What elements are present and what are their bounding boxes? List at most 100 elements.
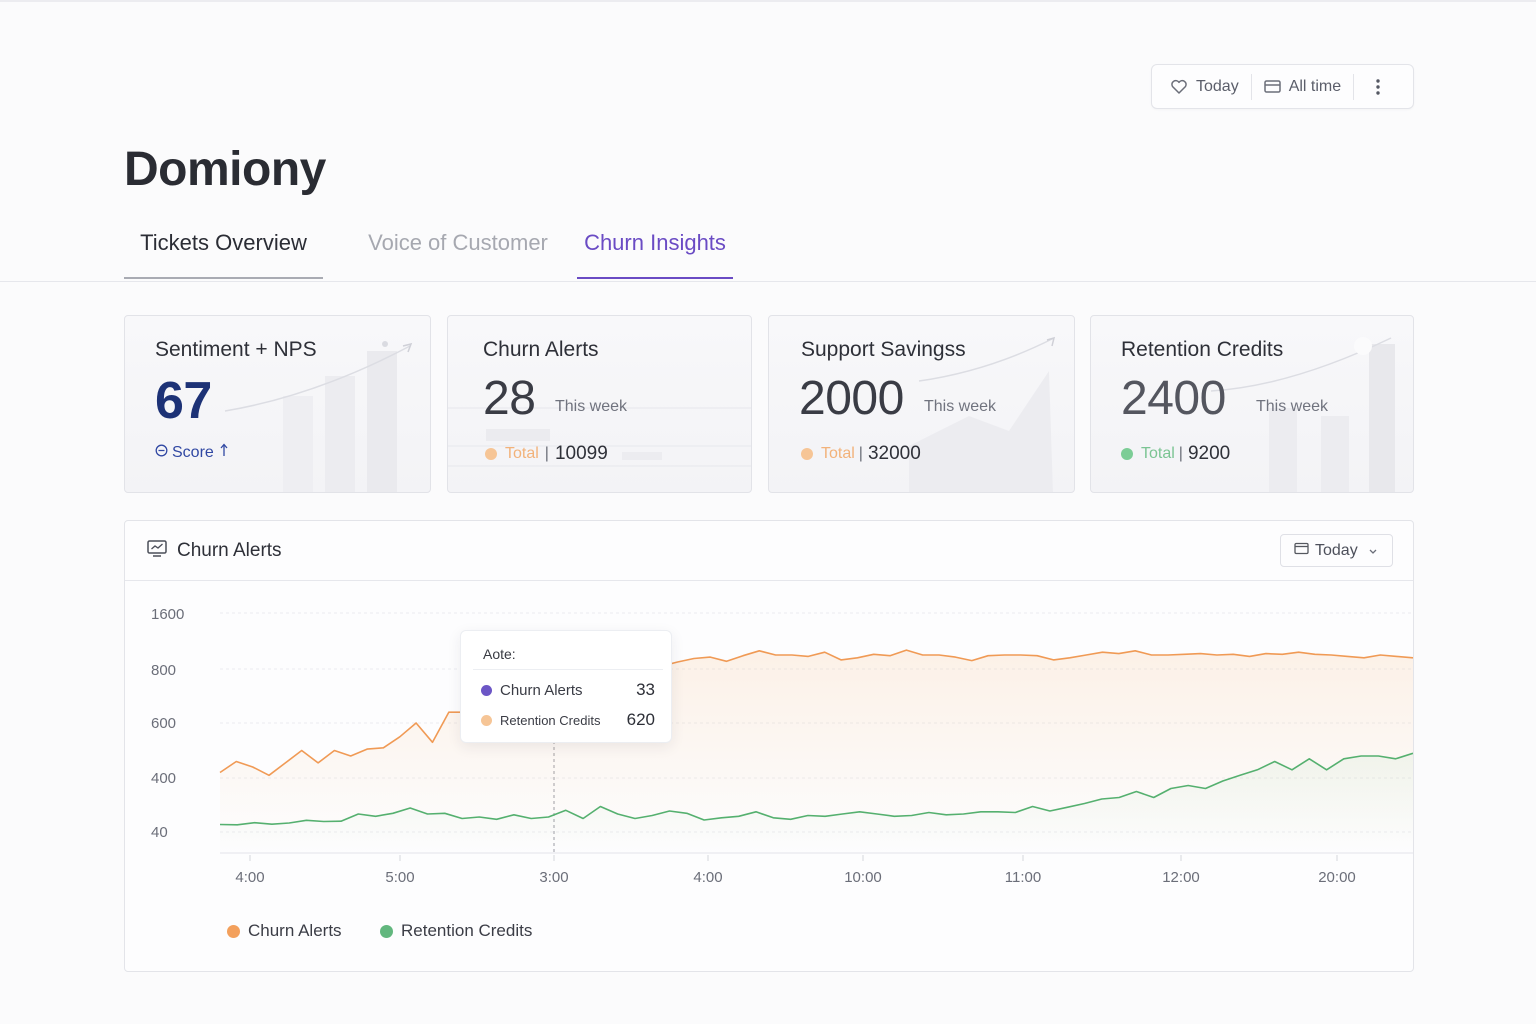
- card-decoration: [1210, 337, 1395, 492]
- x-tick-label: 3:00: [539, 869, 568, 886]
- nps-value: 67: [155, 372, 212, 430]
- chart-series: [219, 649, 1413, 853]
- chart-tooltip: Aote: Churn Alerts 33 Retention Credits …: [460, 630, 672, 743]
- churn-alerts-card[interactable]: Churn Alerts 28 This week Total | 10099: [447, 315, 752, 493]
- top-border: [0, 0, 1536, 2]
- retention-credits-card[interactable]: Retention Credits 2400 This week Total |…: [1090, 315, 1414, 493]
- churn-value: 28: [483, 372, 536, 425]
- tooltip-title: Aote:: [483, 646, 516, 662]
- minus-circle-icon: [155, 444, 168, 462]
- x-tick-label: 20:00: [1318, 869, 1356, 886]
- green-dot: [1121, 448, 1133, 460]
- x-tick-label: 4:00: [235, 869, 264, 886]
- total-value: 9200: [1187, 443, 1231, 464]
- x-tick-label: 11:00: [1005, 869, 1041, 886]
- x-tick-label: 10:00: [844, 869, 882, 886]
- y-tick-label: 400: [151, 770, 176, 787]
- series-area: [220, 753, 1413, 853]
- x-axis: 4:00 5:00 3:00 4:00 10:00 11:00 12:00 20:00: [235, 855, 1356, 886]
- score-indicator: Score: [155, 443, 230, 462]
- series-line-retention-credits: [219, 752, 1413, 826]
- y-tick-label: 800: [151, 662, 176, 679]
- total-label: Total: [1141, 445, 1175, 462]
- sentiment-nps-card[interactable]: Sentiment + NPS 67 Score: [124, 315, 431, 493]
- y-axis: 1600 800 600 400 40: [151, 606, 184, 841]
- calendar-icon: [1294, 542, 1309, 560]
- separator: |: [544, 445, 549, 462]
- card-title: Support Savingss: [801, 338, 966, 361]
- legend-label: Retention Credits: [401, 921, 533, 940]
- legend-label: Churn Alerts: [248, 921, 342, 940]
- tooltip-row: Retention Credits 620: [481, 710, 655, 730]
- x-tick-label: 12:00: [1162, 869, 1200, 886]
- trend-up-icon: [218, 443, 230, 462]
- orange-dot: [801, 448, 813, 460]
- churn-alerts-panel: Churn Alerts Today 1600 800 600 400 40 4:00 5: [124, 520, 1414, 972]
- more-options-button[interactable]: [1354, 74, 1380, 100]
- tooltip-row: Churn Alerts 33: [481, 680, 655, 700]
- x-tick-label: 4:00: [693, 869, 722, 886]
- period-label: This week: [924, 398, 997, 415]
- x-tick-label: 5:00: [385, 869, 414, 886]
- orange-dot: [227, 924, 240, 938]
- today-button[interactable]: Today: [1152, 74, 1251, 100]
- line-chart[interactable]: 1600 800 600 400 40 4:00 5:00 3:00 4:00 10:00 11:…: [125, 581, 1413, 911]
- brand-title: Domiony: [124, 143, 326, 196]
- all-time-label: All time: [1288, 77, 1342, 95]
- total-row: Total | 32000: [801, 443, 921, 465]
- savings-value: 2000: [799, 372, 904, 425]
- tab-churn-insights[interactable]: Churn Insights: [577, 222, 733, 279]
- card-decoration: [909, 336, 1056, 492]
- panel-title-label: Churn Alerts: [177, 540, 282, 561]
- monitor-chart-icon: [147, 539, 167, 563]
- separator: |: [858, 445, 863, 462]
- toolbar-divider: [1250, 73, 1252, 100]
- separator: |: [1178, 445, 1183, 462]
- today-label: Today: [1196, 77, 1239, 95]
- legend-item-churn-alerts[interactable]: Churn Alerts: [227, 921, 342, 941]
- peach-dot: [481, 714, 492, 726]
- all-time-button[interactable]: All time: [1252, 74, 1353, 100]
- y-tick-label: 1600: [151, 606, 184, 623]
- range-select-value: Today: [1315, 541, 1358, 559]
- toolbar-divider: [1353, 73, 1355, 100]
- legend-item-retention-credits[interactable]: Retention Credits: [380, 921, 532, 941]
- panel-header: Churn Alerts Today: [125, 521, 1413, 581]
- y-tick-label: 600: [151, 715, 176, 732]
- support-savings-card[interactable]: Support Savingss 2000 This week Total | …: [768, 315, 1075, 493]
- tooltip-series-value: 620: [626, 710, 655, 729]
- period-label: This week: [555, 398, 628, 415]
- tab-bar: Tickets Overview Voice of Customer Churn…: [0, 222, 1536, 282]
- total-value: 32000: [867, 443, 921, 464]
- score-label: Score: [172, 443, 214, 461]
- tab-voice-of-customer[interactable]: Voice of Customer: [368, 230, 548, 255]
- orange-dot: [485, 448, 497, 460]
- range-select[interactable]: Today: [1280, 534, 1393, 567]
- more-vertical-icon: [1376, 78, 1380, 95]
- total-value: 10099: [554, 443, 608, 464]
- toolbar: Today All time: [1151, 64, 1414, 109]
- series-line-churn-alerts: [219, 649, 1413, 777]
- card-decoration: [224, 341, 413, 492]
- tooltip-series-value: 33: [636, 680, 655, 699]
- y-tick-label: 40: [151, 824, 168, 841]
- period-label: This week: [1256, 398, 1329, 415]
- heart-icon: [1170, 79, 1188, 95]
- purple-dot: [481, 684, 492, 696]
- green-dot: [380, 924, 393, 938]
- card-title: Retention Credits: [1121, 338, 1284, 361]
- tab-tickets-overview[interactable]: Tickets Overview: [124, 222, 323, 279]
- card-title: Churn Alerts: [483, 338, 599, 361]
- credits-value: 2400: [1121, 372, 1226, 425]
- panel-title: Churn Alerts: [147, 539, 282, 563]
- chevron-down-icon: [1368, 542, 1378, 560]
- total-label: Total: [505, 445, 539, 462]
- card-decoration: [448, 407, 751, 467]
- tooltip-series-name: Churn Alerts: [500, 681, 583, 699]
- total-row: Total | 9200: [1121, 443, 1230, 465]
- inbox-icon: [1263, 79, 1281, 94]
- card-title: Sentiment + NPS: [155, 338, 317, 361]
- total-label: Total: [821, 445, 855, 462]
- total-row: Total | 10099: [485, 443, 608, 465]
- tooltip-divider: [473, 669, 663, 670]
